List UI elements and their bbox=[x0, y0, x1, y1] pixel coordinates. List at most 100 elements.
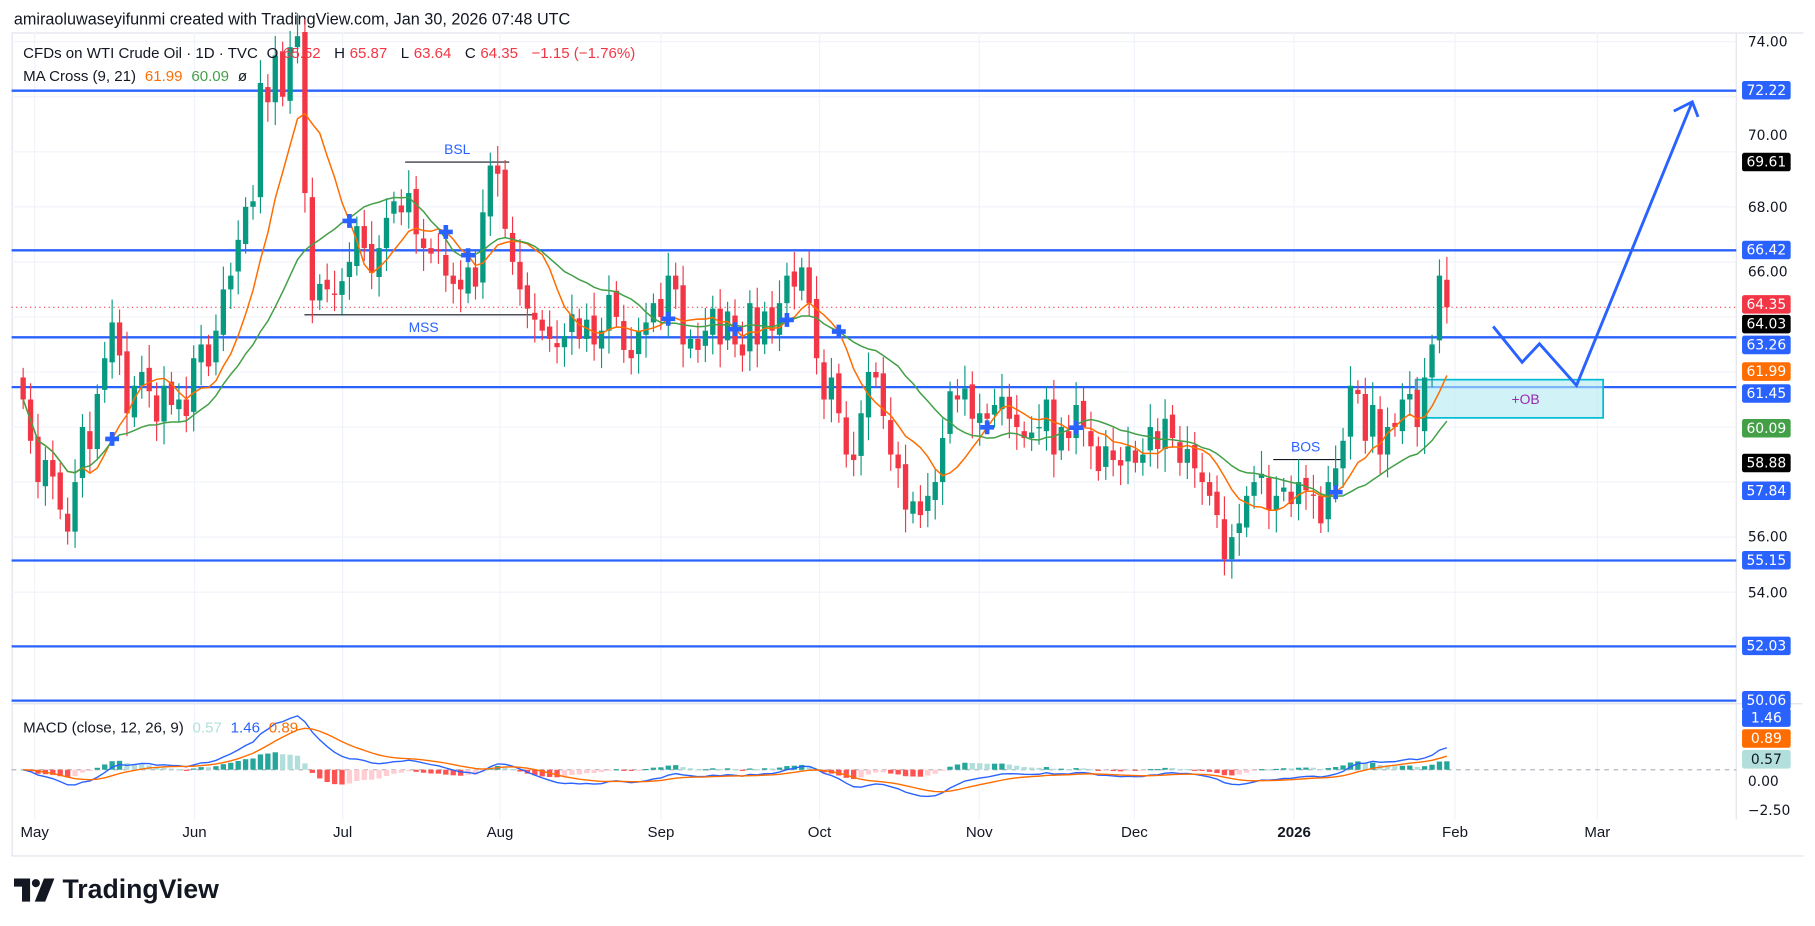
candle-body bbox=[858, 413, 864, 456]
candle-body bbox=[1162, 418, 1168, 450]
macd-histogram-bar bbox=[235, 760, 241, 770]
candle-body bbox=[1036, 427, 1042, 429]
macd-histogram-bar bbox=[532, 769, 538, 776]
candle-body bbox=[695, 338, 701, 350]
macd-histogram-bar bbox=[1295, 767, 1302, 770]
candle-body bbox=[376, 248, 382, 278]
candle-body bbox=[1058, 427, 1064, 451]
time-label: Oct bbox=[807, 822, 832, 841]
macd-histogram-bar bbox=[250, 758, 256, 770]
macd-histogram-bar bbox=[613, 769, 620, 771]
candle-body bbox=[850, 454, 857, 461]
candle-body bbox=[1110, 450, 1116, 461]
candle-body bbox=[487, 165, 493, 217]
candle-body bbox=[1407, 393, 1413, 400]
candle-body bbox=[1043, 399, 1050, 432]
candle-body bbox=[465, 267, 471, 294]
macd-histogram-bar bbox=[917, 769, 924, 777]
time-label: Aug bbox=[486, 822, 514, 841]
macd-histogram-bar bbox=[1140, 769, 1146, 771]
macd-histogram-bar bbox=[1177, 768, 1183, 771]
ob-label: +OB bbox=[1511, 391, 1540, 408]
candle-body bbox=[1392, 422, 1398, 428]
macd-histogram-bar bbox=[1244, 769, 1250, 773]
candle-body bbox=[1192, 444, 1198, 469]
macd-histogram-bar bbox=[799, 764, 805, 770]
macd-histogram-bar bbox=[302, 763, 308, 770]
time-label: 2026 bbox=[1277, 822, 1311, 841]
candle-body bbox=[806, 267, 812, 304]
macd-histogram-bar bbox=[257, 754, 264, 770]
macd-histogram-bar bbox=[1421, 766, 1428, 770]
time-label: Jul bbox=[332, 822, 353, 841]
candle-body bbox=[1318, 495, 1324, 524]
macd-histogram-bar bbox=[1236, 769, 1242, 775]
macd-histogram-bar bbox=[1444, 761, 1450, 770]
macd-histogram-bar bbox=[317, 769, 323, 779]
macd-histogram-bar bbox=[109, 761, 115, 770]
macd-badge-0.57: 0.57 bbox=[1742, 750, 1791, 769]
macd-histogram-bar bbox=[391, 769, 397, 774]
macd-histogram-bar bbox=[1066, 769, 1072, 771]
macd-histogram-bar bbox=[1266, 769, 1272, 771]
ma-cross-marker bbox=[461, 248, 476, 263]
tradingview-logo[interactable]: TradingView bbox=[13, 874, 219, 905]
macd-signal-line bbox=[23, 727, 1448, 793]
candle-body bbox=[1236, 523, 1242, 533]
candle-body bbox=[1273, 495, 1279, 510]
symbol-name[interactable]: CFDs on WTI Crude Oil · 1D · TVC bbox=[23, 43, 258, 62]
macd-histogram-bar bbox=[806, 766, 812, 770]
macd-histogram-bar bbox=[79, 769, 86, 773]
time-label: Sep bbox=[647, 822, 675, 841]
macd-histogram-bar bbox=[932, 769, 938, 774]
macd-histogram-bar bbox=[969, 763, 975, 770]
macd-histogram-bar bbox=[902, 769, 909, 777]
macd-histogram-bar bbox=[1214, 769, 1220, 774]
macd-histogram-bar bbox=[1117, 769, 1124, 772]
macd-histogram-bar bbox=[139, 764, 145, 770]
candle-body bbox=[1006, 396, 1013, 419]
candle-body bbox=[168, 381, 175, 406]
macd-label[interactable]: MACD (close, 12, 26, 9) bbox=[23, 718, 184, 737]
candle-body bbox=[702, 330, 709, 346]
time-label: Dec bbox=[1120, 822, 1148, 841]
candle-body bbox=[109, 322, 115, 363]
candle-body bbox=[799, 267, 805, 291]
candle-body bbox=[398, 205, 404, 213]
macd-histogram-bar bbox=[1080, 768, 1087, 770]
candle-body bbox=[250, 201, 256, 207]
candle-body bbox=[131, 385, 138, 418]
candle-body bbox=[1362, 393, 1368, 441]
candle-body bbox=[598, 330, 605, 349]
order-block-box bbox=[1414, 378, 1605, 419]
candle-body bbox=[220, 289, 227, 335]
candle-body bbox=[1184, 449, 1191, 463]
ma-fast-value: 61.99 bbox=[144, 67, 183, 85]
macd-histogram-bar bbox=[1199, 769, 1205, 771]
candle-body bbox=[621, 321, 627, 350]
price-tick-label: 66.00 bbox=[1747, 263, 1788, 281]
macd-histogram-bar bbox=[673, 765, 679, 770]
macd-histogram-bar bbox=[220, 764, 227, 770]
macd-histogram-bar bbox=[309, 769, 316, 773]
macd-histogram-bar bbox=[687, 768, 694, 770]
ma-label[interactable]: MA Cross (9, 21) bbox=[23, 67, 137, 85]
candle-body bbox=[1206, 482, 1213, 496]
close-label: C bbox=[464, 43, 476, 62]
macd-histogram-bar bbox=[1281, 768, 1287, 770]
projection-arrowhead bbox=[1673, 99, 1700, 118]
candle-body bbox=[576, 318, 582, 339]
macd-histogram-bar bbox=[198, 767, 204, 770]
candle-body bbox=[124, 351, 130, 414]
macd-histogram-bar bbox=[1340, 765, 1346, 770]
candle-body bbox=[1258, 473, 1265, 478]
tradingview-logo-icon bbox=[13, 877, 55, 902]
candle-body bbox=[1214, 491, 1220, 516]
macd-histogram-bar bbox=[398, 769, 404, 773]
macd-tick-label: 0.00 bbox=[1747, 773, 1779, 790]
price-badge-55.15: 55.15 bbox=[1742, 551, 1791, 570]
candle-body bbox=[1266, 477, 1272, 510]
macd-histogram-bar bbox=[1229, 769, 1235, 776]
